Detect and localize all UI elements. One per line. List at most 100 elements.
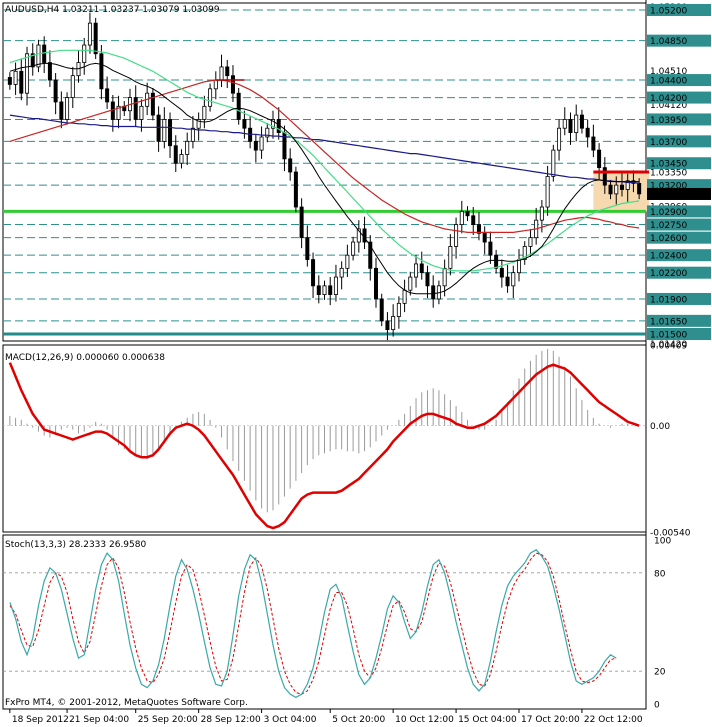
candle[interactable]: [253, 134, 258, 163]
candle[interactable]: [299, 198, 304, 249]
candle[interactable]: [448, 234, 453, 276]
price-axis: 1.052801.052001.048501.045101.044001.041…: [647, 3, 711, 350]
candle[interactable]: [168, 112, 173, 158]
candle[interactable]: [345, 244, 350, 278]
candle[interactable]: [419, 251, 424, 280]
candle[interactable]: [230, 65, 235, 102]
candle[interactable]: [499, 259, 504, 288]
candle[interactable]: [116, 95, 121, 129]
candle[interactable]: [408, 271, 413, 296]
candle[interactable]: [42, 36, 47, 74]
price-label-bg: [647, 218, 711, 231]
candle[interactable]: [476, 212, 481, 241]
candle[interactable]: [425, 265, 430, 299]
candle[interactable]: [265, 122, 270, 143]
candle[interactable]: [328, 277, 333, 306]
candle[interactable]: [30, 43, 35, 76]
candle[interactable]: [442, 259, 447, 297]
candle[interactable]: [173, 135, 178, 172]
candle[interactable]: [568, 112, 573, 145]
candle[interactable]: [431, 275, 436, 308]
stoch-signal-line: [9, 552, 617, 695]
candle[interactable]: [36, 39, 41, 73]
candle[interactable]: [625, 173, 630, 202]
candle[interactable]: [208, 83, 213, 112]
candle[interactable]: [459, 200, 464, 234]
time-axis-label: 5 Oct 20:00: [332, 715, 385, 725]
candle[interactable]: [288, 148, 293, 181]
candle[interactable]: [597, 143, 602, 180]
candle[interactable]: [585, 119, 590, 148]
candle[interactable]: [316, 275, 321, 304]
time-axis-label: 17 Oct 20:00: [521, 715, 580, 725]
candle[interactable]: [385, 312, 390, 341]
candle[interactable]: [53, 73, 58, 115]
candle[interactable]: [637, 178, 642, 200]
candle[interactable]: [557, 119, 562, 161]
candle[interactable]: [339, 261, 344, 290]
candle[interactable]: [356, 220, 361, 253]
candle[interactable]: [196, 112, 201, 141]
candle[interactable]: [7, 72, 12, 90]
candle[interactable]: [511, 265, 516, 299]
candle[interactable]: [333, 264, 338, 302]
candle[interactable]: [19, 59, 24, 101]
candle[interactable]: [305, 225, 310, 267]
candle[interactable]: [465, 206, 470, 222]
candle[interactable]: [608, 179, 613, 200]
candle[interactable]: [528, 228, 533, 257]
price-axis-label: 1.05200: [650, 7, 687, 17]
candle[interactable]: [225, 59, 230, 88]
candle[interactable]: [379, 293, 384, 327]
candle[interactable]: [414, 255, 419, 288]
candle[interactable]: [93, 17, 98, 60]
candle[interactable]: [185, 132, 190, 165]
candle[interactable]: [179, 149, 184, 169]
candle[interactable]: [505, 264, 510, 293]
macd-panel[interactable]: 0.00409 0.00 -0.00540: [3, 342, 691, 539]
candle[interactable]: [471, 207, 476, 236]
candle[interactable]: [562, 107, 567, 136]
candle[interactable]: [602, 157, 607, 194]
candle[interactable]: [293, 166, 298, 213]
candle[interactable]: [271, 110, 276, 139]
candle[interactable]: [482, 226, 487, 255]
candle[interactable]: [351, 236, 356, 261]
candle[interactable]: [391, 304, 396, 337]
stochastic-panel[interactable]: 100 80 20 0: [3, 537, 671, 711]
candle[interactable]: [311, 252, 316, 299]
candle[interactable]: [202, 95, 207, 129]
candle[interactable]: [396, 296, 401, 329]
price-axis-label: 1.03350: [650, 169, 687, 179]
price-panel[interactable]: [3, 9, 650, 341]
candle[interactable]: [70, 66, 75, 109]
candle[interactable]: [591, 124, 596, 158]
candle[interactable]: [87, 12, 92, 54]
candle[interactable]: [82, 38, 87, 75]
candle[interactable]: [25, 46, 30, 106]
candle[interactable]: [156, 106, 161, 152]
candle[interactable]: [47, 50, 52, 88]
candle[interactable]: [65, 92, 70, 125]
candle[interactable]: [139, 99, 144, 132]
candle[interactable]: [99, 45, 104, 100]
candle[interactable]: [579, 109, 584, 134]
candle[interactable]: [373, 257, 378, 308]
candle[interactable]: [322, 280, 327, 300]
candle[interactable]: [488, 231, 493, 264]
candle[interactable]: [236, 87, 241, 125]
candle[interactable]: [368, 235, 373, 281]
candle[interactable]: [551, 144, 556, 182]
candle[interactable]: [619, 172, 624, 197]
candle[interactable]: [574, 104, 579, 142]
candle[interactable]: [150, 87, 155, 121]
candle[interactable]: [259, 126, 264, 159]
candle[interactable]: [522, 241, 527, 265]
candle[interactable]: [454, 217, 459, 259]
candle[interactable]: [13, 62, 18, 95]
candle[interactable]: [133, 85, 138, 127]
candle[interactable]: [190, 115, 195, 149]
candle[interactable]: [494, 249, 499, 274]
candle[interactable]: [105, 76, 110, 109]
watermark: FxPro MT4, © 2001-2012, MetaQuotes Softw…: [5, 698, 248, 708]
